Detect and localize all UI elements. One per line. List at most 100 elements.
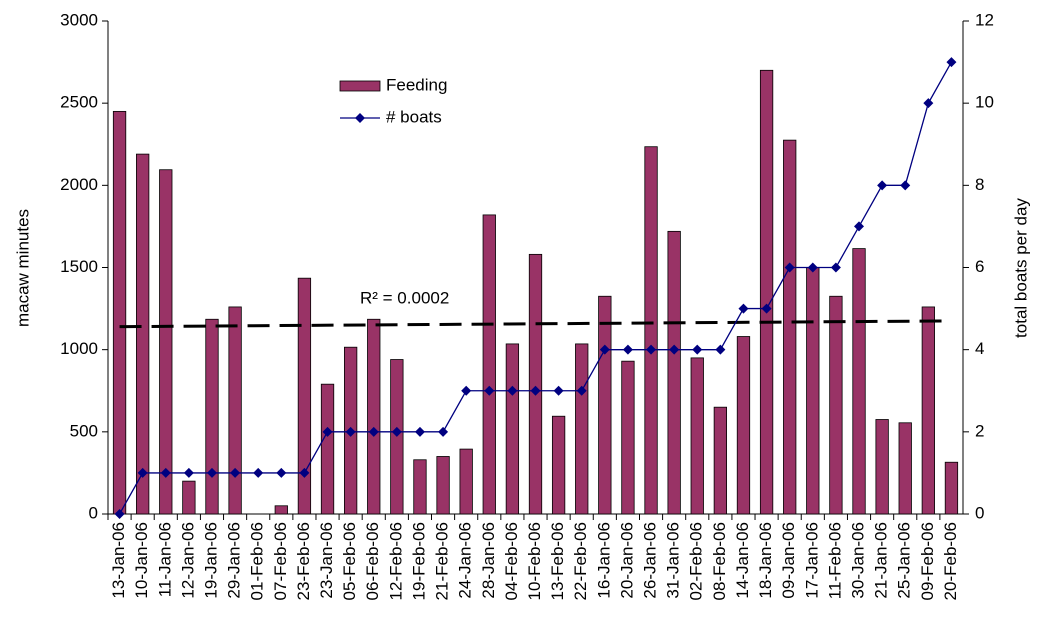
x-tick-label: 21-Jan-06 bbox=[872, 522, 891, 599]
y-tick-label: 1500 bbox=[60, 257, 98, 276]
bar bbox=[505, 343, 520, 515]
x-tick-label: 08-Feb-06 bbox=[710, 522, 729, 600]
x-tick-label: 22-Feb-06 bbox=[571, 522, 590, 600]
x-tick-label: 12-Jan-06 bbox=[178, 522, 197, 599]
marker bbox=[553, 385, 564, 396]
marker bbox=[183, 467, 194, 478]
y-tick-label: 3000 bbox=[60, 10, 98, 29]
x-tick-label: 05-Feb-06 bbox=[340, 522, 359, 600]
marker bbox=[299, 467, 310, 478]
marker bbox=[368, 426, 379, 437]
bar bbox=[482, 214, 496, 515]
bar bbox=[112, 110, 127, 515]
marker bbox=[599, 344, 610, 355]
marker bbox=[576, 385, 587, 396]
bar bbox=[759, 69, 774, 515]
bar bbox=[205, 318, 219, 515]
x-tick-label: 06-Feb-06 bbox=[363, 522, 382, 600]
x-tick-label: 10-Jan-06 bbox=[132, 522, 151, 599]
marker bbox=[646, 344, 657, 355]
x-tick-label: 19-Jan-06 bbox=[201, 522, 220, 599]
marker bbox=[322, 426, 333, 437]
bar bbox=[367, 318, 381, 515]
bar bbox=[898, 422, 912, 515]
bar bbox=[806, 267, 820, 515]
x-tick-label: 11-Feb-06 bbox=[825, 522, 844, 599]
x-tick-label: 13-Jan-06 bbox=[109, 522, 128, 599]
bar bbox=[182, 480, 196, 515]
marker bbox=[761, 303, 772, 314]
bar bbox=[644, 146, 658, 515]
bar bbox=[875, 419, 889, 515]
marker bbox=[669, 344, 680, 355]
bar bbox=[228, 306, 242, 515]
legend: Feeding # boats bbox=[322, 68, 474, 138]
x-tick-label: 20-Feb-06 bbox=[941, 522, 960, 600]
marker bbox=[530, 385, 541, 396]
x-tick-label: 21-Feb-06 bbox=[433, 522, 452, 600]
y-tick-label: 2500 bbox=[60, 93, 98, 112]
marker bbox=[622, 344, 633, 355]
x-tick-label: 23-Jan-06 bbox=[317, 522, 336, 599]
marker bbox=[230, 467, 241, 478]
y-tick-label: 2000 bbox=[60, 175, 98, 194]
x-tick-label: 11-Jan-06 bbox=[155, 522, 174, 597]
bar bbox=[921, 306, 935, 515]
y2-tick-label: 0 bbox=[975, 503, 984, 522]
marker bbox=[461, 385, 472, 396]
x-tick-label: 19-Feb-06 bbox=[409, 522, 428, 600]
marker bbox=[391, 426, 402, 437]
marker bbox=[160, 467, 171, 478]
marker bbox=[484, 385, 495, 396]
y2-tick-label: 12 bbox=[975, 10, 994, 29]
bar bbox=[159, 169, 173, 515]
marker bbox=[900, 180, 911, 191]
y2-tick-label: 8 bbox=[975, 175, 984, 194]
x-tick-label: 25-Jan-06 bbox=[895, 522, 914, 599]
bar bbox=[320, 383, 335, 515]
y-tick-label: 1000 bbox=[60, 339, 98, 358]
x-tick-label: 29-Jan-06 bbox=[225, 522, 244, 599]
x-tick-label: 07-Feb-06 bbox=[271, 522, 290, 600]
marker bbox=[345, 426, 356, 437]
bar bbox=[690, 357, 704, 515]
x-tick-label: 16-Jan-06 bbox=[594, 522, 613, 599]
x-tick-label: 20-Jan-06 bbox=[617, 522, 636, 599]
marker bbox=[923, 98, 934, 109]
legend-box bbox=[322, 68, 474, 138]
y-axis-label: macaw minutes bbox=[13, 209, 32, 327]
marker bbox=[276, 467, 287, 478]
y2-tick-label: 2 bbox=[975, 421, 984, 440]
bar bbox=[667, 230, 681, 515]
bar bbox=[713, 406, 728, 515]
bar bbox=[783, 139, 797, 515]
y-tick-label: 500 bbox=[70, 421, 98, 440]
bar bbox=[736, 336, 751, 515]
bar bbox=[274, 505, 288, 515]
y2-axis-label: total boats per day bbox=[1011, 198, 1030, 338]
bar bbox=[136, 153, 150, 515]
x-tick-label: 09-Feb-06 bbox=[918, 522, 937, 600]
x-tick-label: 24-Jan-06 bbox=[456, 522, 475, 599]
x-tick-label: 12-Feb-06 bbox=[386, 522, 405, 600]
trendline-label: R² = 0.0002 bbox=[360, 288, 449, 307]
x-tick-label: 01-Feb-06 bbox=[248, 522, 267, 600]
marker bbox=[738, 303, 749, 314]
x-tick-label: 09-Jan-06 bbox=[779, 522, 798, 599]
bar bbox=[621, 360, 635, 515]
bar bbox=[436, 456, 450, 515]
marker bbox=[830, 262, 841, 273]
marker bbox=[206, 467, 217, 478]
marker bbox=[854, 221, 865, 232]
marker bbox=[414, 426, 425, 437]
marker bbox=[114, 509, 125, 519]
x-tick-label: 14-Jan-06 bbox=[733, 522, 752, 599]
bar bbox=[944, 461, 959, 515]
x-tick-label: 10-Feb-06 bbox=[525, 522, 544, 600]
legend-marker bbox=[355, 113, 365, 123]
legend-swatch bbox=[339, 80, 381, 92]
bar bbox=[528, 253, 543, 515]
marker bbox=[438, 426, 449, 437]
x-tick-label: 18-Jan-06 bbox=[756, 522, 775, 599]
